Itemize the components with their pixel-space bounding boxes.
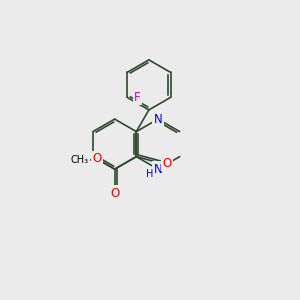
Text: H: H (146, 169, 154, 179)
Text: N: N (154, 163, 162, 176)
Text: O: O (110, 187, 119, 200)
Text: CH₃: CH₃ (71, 155, 89, 165)
Text: F: F (134, 91, 141, 104)
Text: O: O (162, 157, 172, 169)
Text: O: O (92, 152, 102, 165)
Text: N: N (154, 112, 162, 126)
